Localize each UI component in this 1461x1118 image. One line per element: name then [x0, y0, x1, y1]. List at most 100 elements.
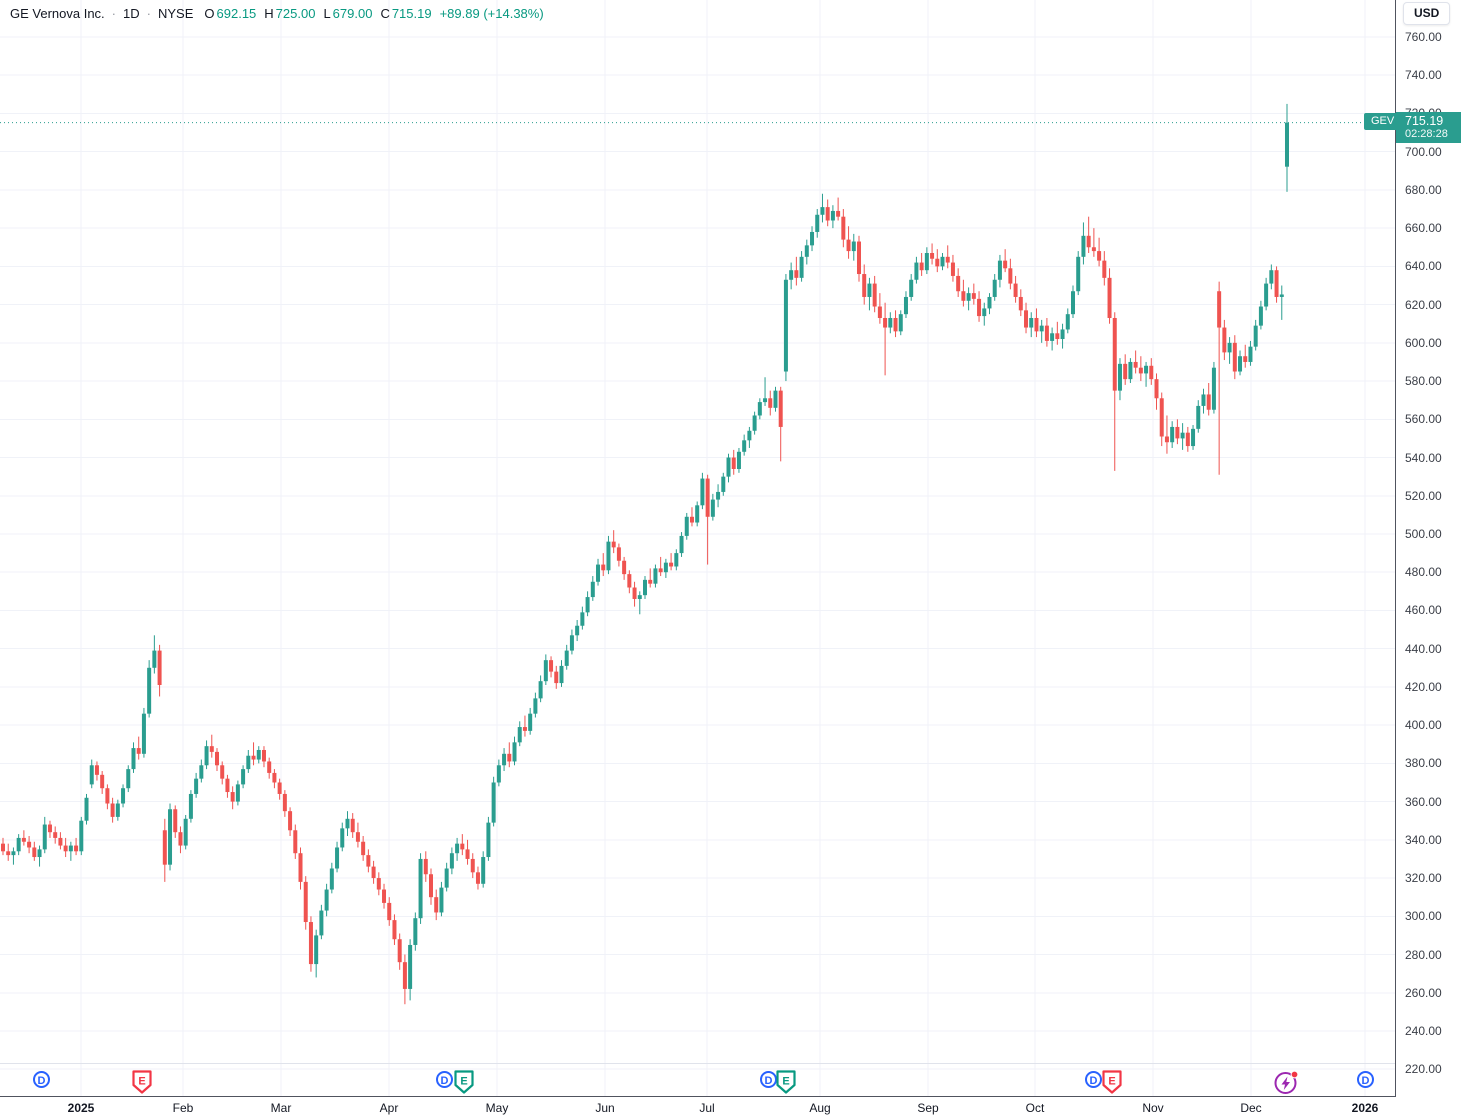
time-tick-label: May: [485, 1101, 509, 1115]
candle-body: [794, 270, 799, 278]
candle-body: [606, 541, 611, 571]
candle-body: [940, 256, 945, 267]
candle-body: [1039, 325, 1044, 332]
candle-body: [194, 778, 199, 794]
close-label: C: [380, 6, 390, 21]
dividend-marker-icon[interactable]: D: [760, 1071, 777, 1088]
earnings-marker-icon[interactable]: E: [131, 1069, 153, 1095]
price-tick-label: 240.00: [1405, 1023, 1442, 1038]
candle-body: [1008, 268, 1013, 284]
earnings-marker-icon[interactable]: E: [453, 1069, 475, 1095]
candle-body: [1243, 356, 1248, 362]
time-tick-label: Oct: [1025, 1101, 1045, 1115]
candle-body: [669, 562, 674, 567]
high-label: H: [264, 6, 274, 21]
candle-body: [225, 778, 230, 793]
price-tick-label: 540.00: [1405, 450, 1442, 465]
candle-body: [1133, 361, 1138, 368]
candle-body: [366, 855, 371, 867]
price-tick-label: 740.00: [1405, 68, 1442, 83]
time-axis[interactable]: 2025 Feb Mar Apr May Jun Jul Aug Sep Oct Nov Dec 202…: [0, 1097, 1461, 1118]
candle-body: [961, 291, 966, 301]
price-tick-label: 380.00: [1405, 756, 1442, 771]
candle-body: [1123, 363, 1128, 380]
low-label: L: [323, 6, 331, 21]
candle-body: [1107, 277, 1112, 318]
currency-button[interactable]: USD: [1403, 2, 1451, 25]
candle-body: [700, 478, 705, 506]
candle-body: [930, 252, 935, 259]
earnings-marker-icon[interactable]: E: [775, 1069, 797, 1095]
candle-body: [726, 457, 731, 477]
candle-body: [402, 962, 407, 989]
candle-body: [549, 660, 554, 672]
candlestick-chart[interactable]: [0, 0, 1395, 1097]
candle-body: [935, 258, 940, 267]
price-tick-label: 520.00: [1405, 488, 1442, 503]
symbol-title: GE Vernova Inc.: [10, 6, 105, 21]
candle-body: [517, 727, 522, 743]
candle-body: [152, 650, 157, 668]
candle-body: [1102, 260, 1107, 278]
candle-body: [272, 772, 277, 783]
candle-body: [235, 784, 240, 802]
candle-body: [966, 293, 971, 301]
dividend-marker-icon[interactable]: D: [33, 1071, 50, 1088]
symbol-price-flag: GEV: [1364, 112, 1402, 130]
candle-body: [110, 803, 115, 817]
candle-body: [742, 440, 747, 452]
candle-body: [173, 809, 178, 833]
candle-body: [277, 782, 282, 794]
candle-body: [1180, 432, 1185, 439]
candle-body: [115, 803, 120, 817]
candle-body: [209, 746, 214, 752]
price-tick-label: 260.00: [1405, 985, 1442, 1000]
last-price-value: 715.19: [1405, 113, 1444, 128]
dividend-marker-icon[interactable]: D: [1085, 1071, 1102, 1088]
candle-body: [350, 818, 355, 833]
candles-layer: [1, 103, 1289, 1005]
time-tick-label: Nov: [1142, 1101, 1164, 1115]
candle-body: [888, 317, 893, 328]
candle-body: [105, 788, 110, 804]
candle-body: [867, 283, 872, 297]
candle-body: [1175, 426, 1180, 439]
price-axis[interactable]: USD 715.19 02:28:28 220.00 240.00 260.00 28…: [1395, 0, 1461, 1097]
candle-body: [799, 256, 804, 278]
candle-body: [757, 402, 762, 416]
lightning-icon[interactable]: [1273, 1069, 1300, 1096]
candle-body: [601, 564, 606, 571]
candle-body: [439, 887, 444, 913]
candle-body: [596, 564, 601, 582]
candle-body: [851, 241, 856, 252]
candle-body: [710, 499, 715, 517]
price-tick-label: 440.00: [1405, 641, 1442, 656]
price-tick-label: 220.00: [1405, 1062, 1442, 1077]
candle-body: [418, 858, 423, 919]
candle-body: [267, 761, 272, 773]
candle-body: [716, 491, 721, 500]
dividend-marker-icon[interactable]: D: [1357, 1071, 1374, 1088]
candle-body: [178, 832, 183, 846]
candle-body: [862, 274, 867, 297]
candle-body: [768, 398, 773, 408]
candle-body: [648, 579, 653, 584]
candle-body: [63, 845, 68, 852]
candle-body: [1144, 365, 1149, 374]
candle-body: [721, 476, 726, 492]
interval-label: 1D: [123, 6, 140, 21]
price-tick-label: 580.00: [1405, 374, 1442, 389]
candle-body: [230, 792, 235, 802]
candle-body: [1269, 270, 1274, 284]
earnings-marker-icon[interactable]: E: [1101, 1069, 1123, 1095]
candle-body: [1191, 428, 1196, 447]
dividend-marker-icon[interactable]: D: [436, 1071, 453, 1088]
candle-body: [47, 824, 52, 833]
time-tick-label: Feb: [172, 1101, 194, 1115]
time-tick-label: Jun: [595, 1101, 615, 1115]
candle-body: [1211, 367, 1216, 410]
time-tick-label: 2025: [67, 1101, 95, 1115]
candle-body: [486, 822, 491, 858]
candle-body: [94, 765, 99, 775]
candle-body: [731, 457, 736, 469]
